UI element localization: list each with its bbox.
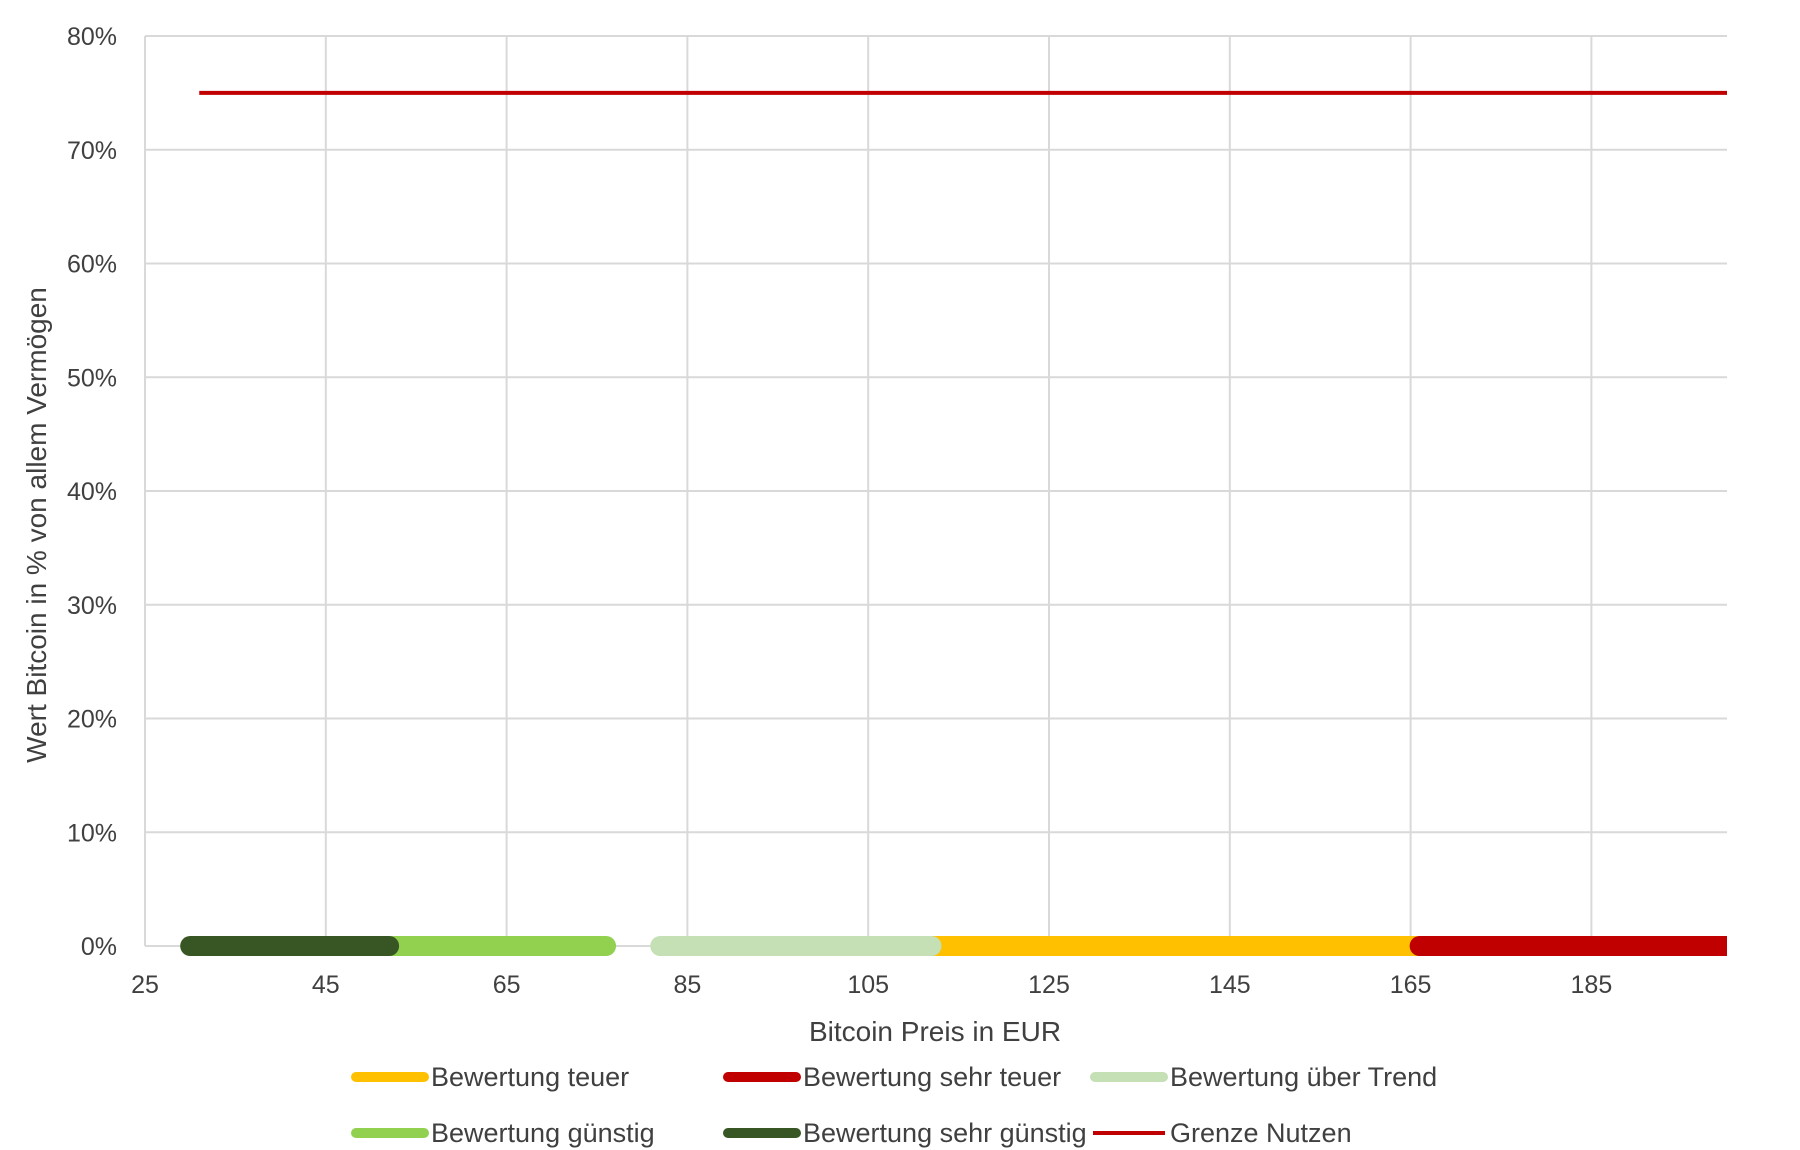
legend-label: Bewertung sehr teuer — [803, 1062, 1061, 1092]
x-axis-title: Bitcoin Preis in EUR — [809, 1016, 1061, 1047]
legend-label: Bewertung über Trend — [1170, 1062, 1437, 1092]
legend-label: Bewertung sehr günstig — [803, 1118, 1087, 1148]
legend-item: Bewertung sehr günstig — [723, 1118, 1087, 1148]
y-tick-label: 30% — [67, 592, 117, 620]
legend-item: Bewertung günstig — [351, 1118, 655, 1148]
x-tick-label: 145 — [1209, 971, 1251, 999]
legend-label: Bewertung günstig — [431, 1118, 655, 1148]
y-axis-ticks: 0% 10% 20% 30% 40% 50% 60% 70% 80% — [67, 23, 117, 961]
legend: Bewertung teuer Bewertung sehr teuer Bewer… — [351, 1062, 1437, 1148]
y-tick-label: 50% — [67, 364, 117, 392]
y-tick-label: 60% — [67, 251, 117, 279]
legend-item: Bewertung über Trend — [1090, 1062, 1437, 1092]
x-tick-label: 85 — [673, 971, 701, 999]
legend-label: Grenze Nutzen — [1170, 1118, 1352, 1148]
x-axis-ticks: 25 45 65 85 105 125 145 165 185 — [131, 971, 1612, 999]
y-tick-label: 40% — [67, 478, 117, 506]
x-tick-label: 65 — [493, 971, 521, 999]
legend-item: Grenze Nutzen — [1093, 1118, 1352, 1148]
legend-label: Bewertung teuer — [431, 1062, 629, 1092]
legend-item: Bewertung sehr teuer — [723, 1062, 1061, 1092]
y-tick-label: 80% — [67, 23, 117, 51]
grid — [144, 35, 1727, 947]
x-tick-label: 185 — [1571, 971, 1613, 999]
x-tick-label: 45 — [312, 971, 340, 999]
y-axis-title: Wert Bitcoin in % von allem Vermögen — [21, 287, 52, 763]
y-tick-label: 0% — [81, 933, 117, 961]
y-tick-label: 70% — [67, 137, 117, 165]
x-tick-label: 125 — [1028, 971, 1070, 999]
x-tick-label: 25 — [131, 971, 159, 999]
legend-item: Bewertung teuer — [351, 1062, 629, 1092]
x-tick-label: 105 — [847, 971, 889, 999]
y-tick-label: 10% — [67, 819, 117, 847]
x-tick-label: 165 — [1390, 971, 1432, 999]
y-tick-label: 20% — [67, 706, 117, 734]
